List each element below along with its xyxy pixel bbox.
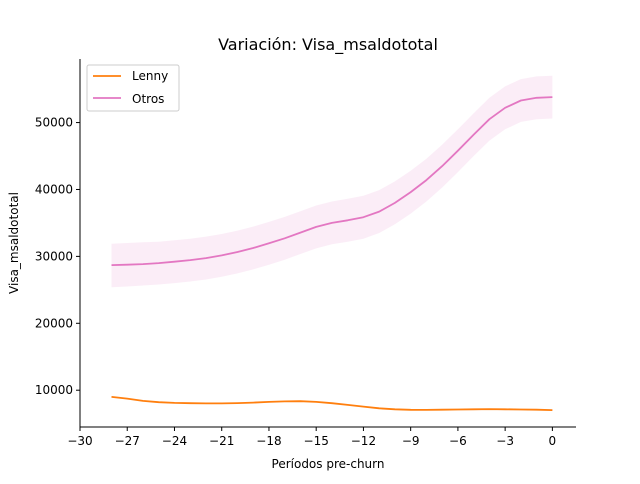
confidence-band-otros xyxy=(111,75,553,288)
series-line-otros xyxy=(111,96,553,266)
x-axis-ticks: −30 −27 −24 −21 −18 −15 −12 −9 −6 −3 0 xyxy=(67,427,556,448)
legend-label-otros: Otros xyxy=(132,92,164,106)
x-tick-label: −15 xyxy=(304,434,329,448)
x-tick-label: −3 xyxy=(496,434,514,448)
x-tick-label: 0 xyxy=(549,434,557,448)
x-tick-label: −27 xyxy=(115,434,140,448)
x-tick-label: −9 xyxy=(402,434,420,448)
x-tick-label: −30 xyxy=(67,434,92,448)
series-lines xyxy=(111,96,553,411)
legend: Lenny Otros xyxy=(86,64,180,112)
series-line-lenny xyxy=(111,396,553,411)
x-tick-label: −18 xyxy=(256,434,281,448)
confidence-bands xyxy=(111,75,553,288)
x-tick-label: −12 xyxy=(351,434,376,448)
x-tick-label: −6 xyxy=(449,434,467,448)
chart-title: Variación: Visa_msaldototal xyxy=(218,35,438,55)
y-tick-label: 30000 xyxy=(35,249,73,263)
y-tick-label: 40000 xyxy=(35,182,73,196)
x-axis-label: Períodos pre-churn xyxy=(272,457,385,471)
x-tick-label: −24 xyxy=(162,434,187,448)
x-tick-label: −21 xyxy=(209,434,234,448)
y-axis-ticks: 10000 20000 30000 40000 50000 xyxy=(35,116,80,397)
y-tick-label: 50000 xyxy=(35,116,73,130)
y-tick-label: 20000 xyxy=(35,316,73,330)
legend-label-lenny: Lenny xyxy=(132,69,168,83)
y-axis-label: Visa_msaldototal xyxy=(7,192,21,294)
y-tick-label: 10000 xyxy=(35,383,73,397)
